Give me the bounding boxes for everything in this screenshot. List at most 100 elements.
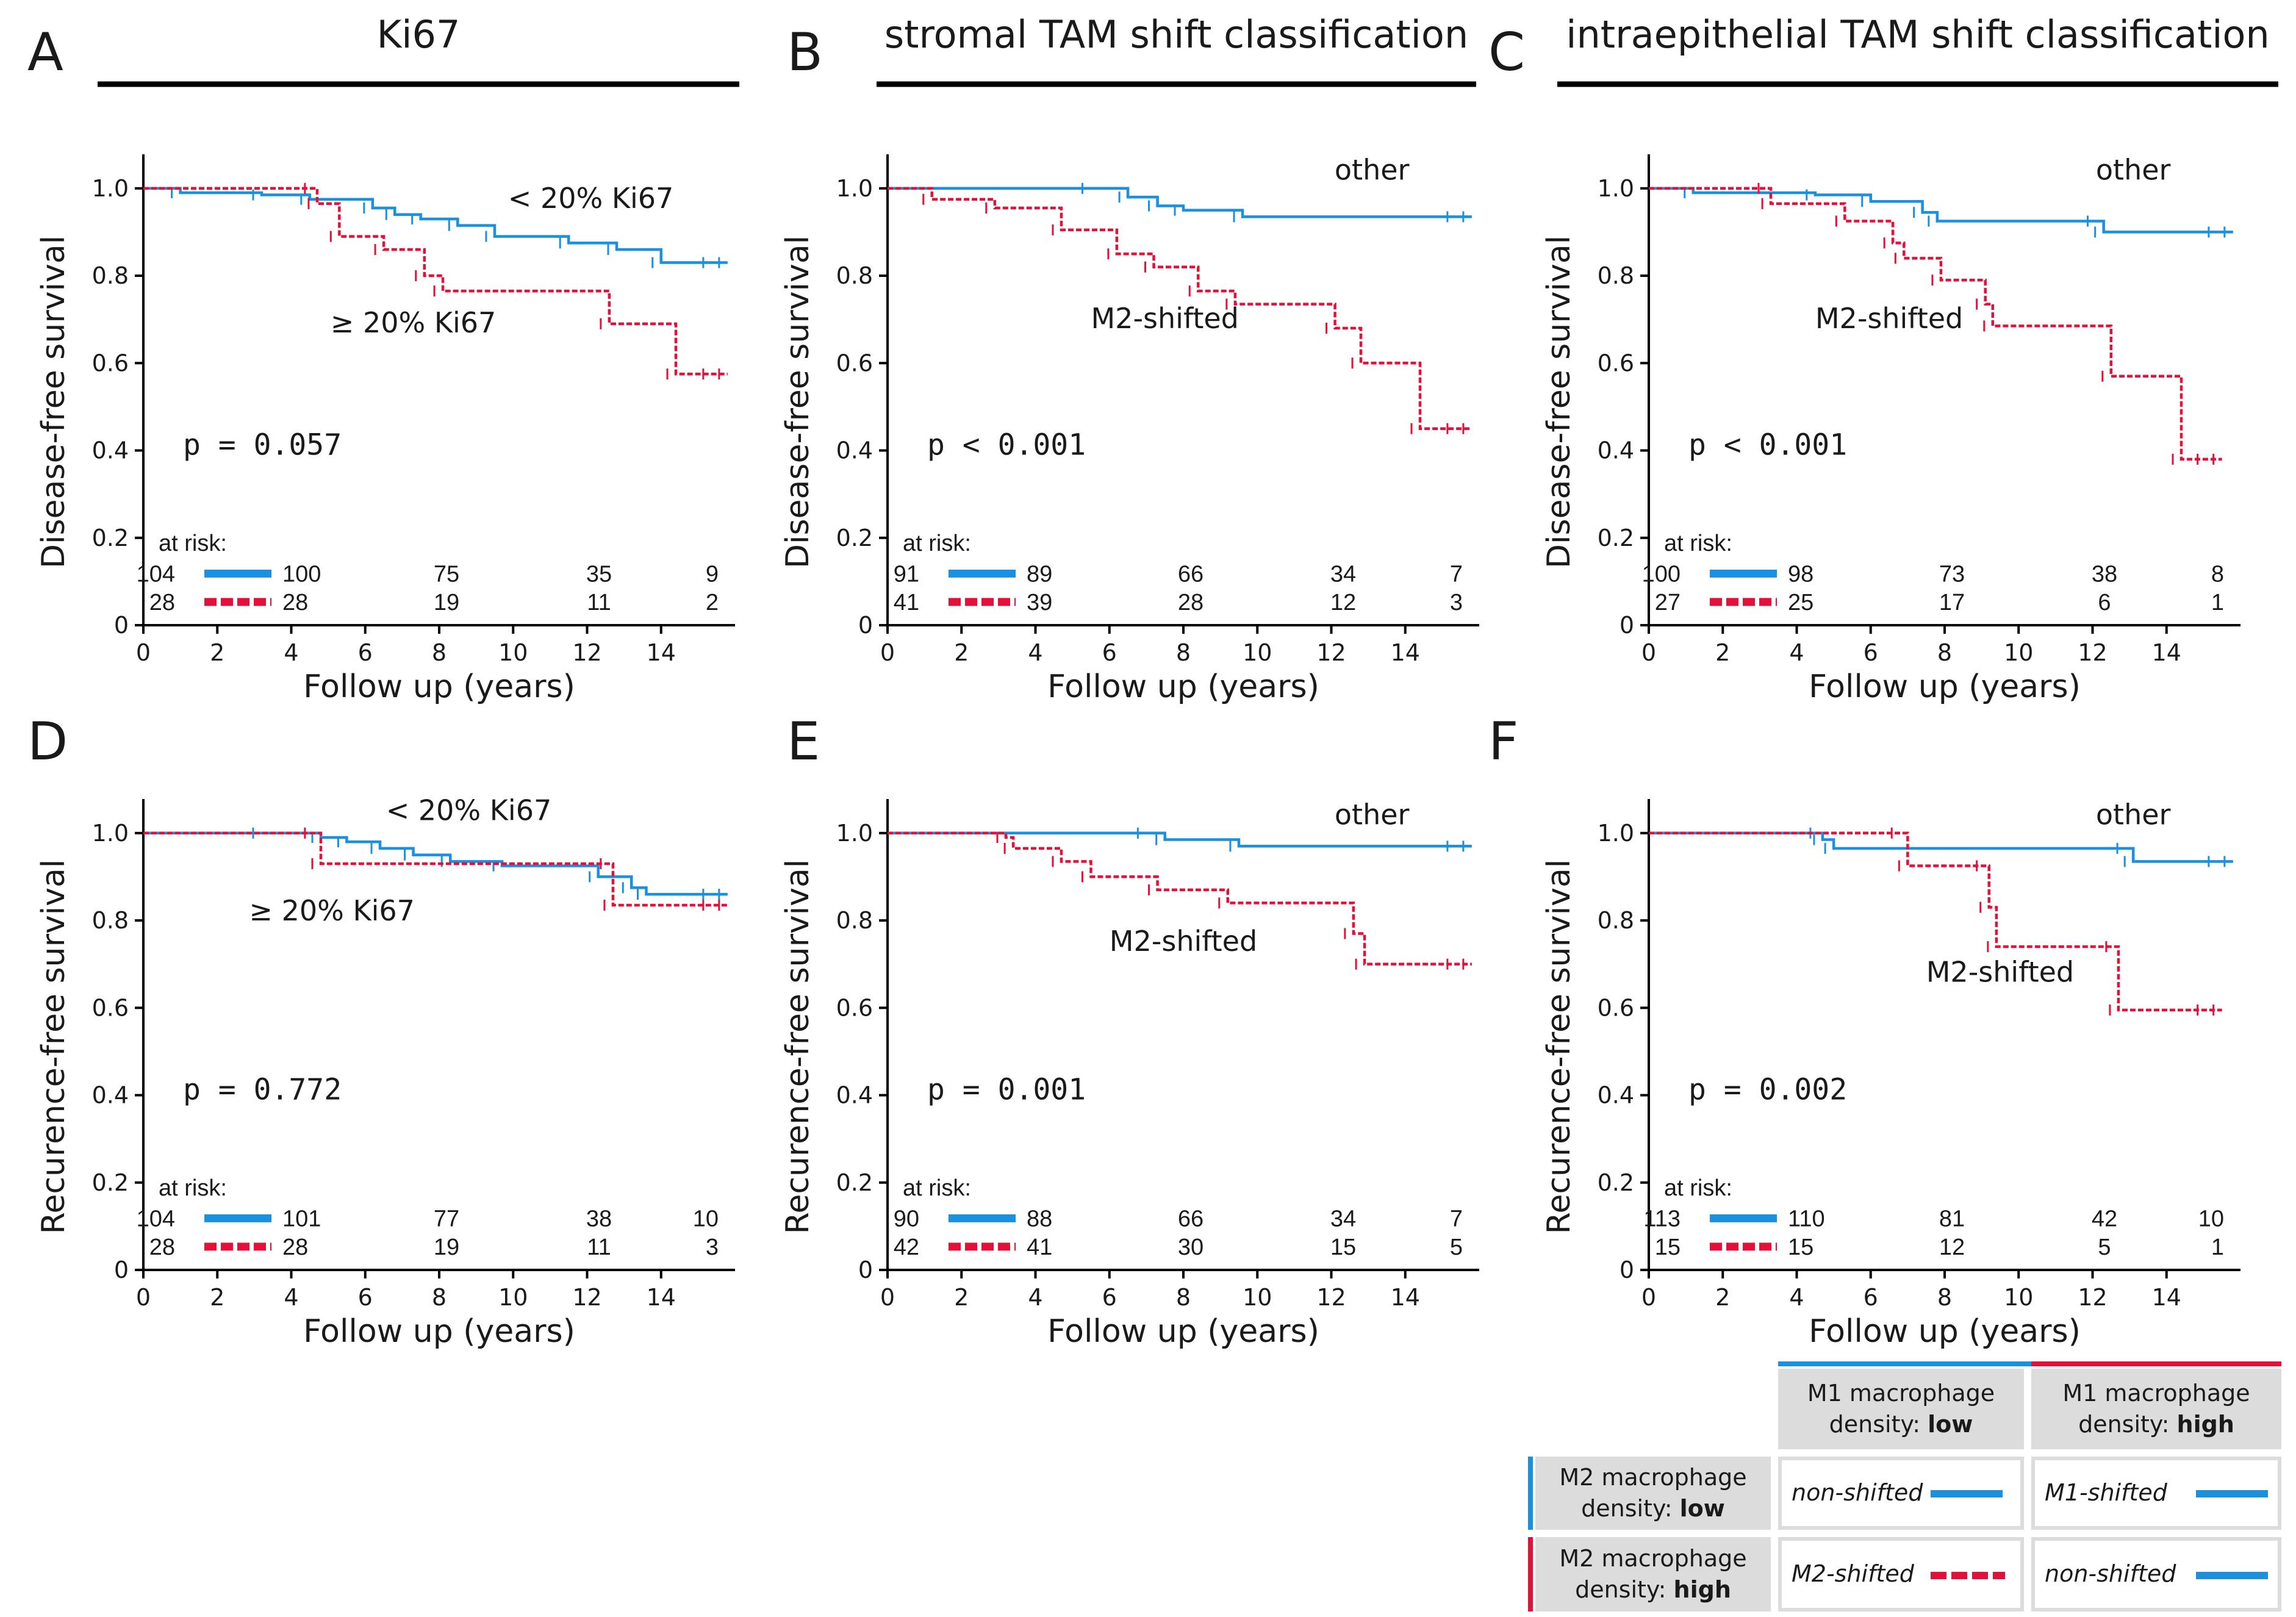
y-tick-label: 0.8 [1598,262,1634,289]
x-tick-label: 0 [136,639,151,666]
curve-annotation: M2-shifted [1110,925,1257,958]
y-tick-label: 0.4 [836,1082,873,1109]
x-tick-label: 10 [1243,1284,1272,1311]
y-tick-label: 0.6 [1598,994,1634,1021]
x-tick-label: 8 [1176,1284,1191,1311]
x-tick-label: 14 [1391,639,1420,666]
curve-annotation: ≥ 20% Ki67 [331,306,497,339]
y-axis-label: Disease-free survival [780,235,816,568]
x-axis-label: Follow up (years) [1809,669,2081,705]
y-tick-label: 1.0 [92,820,129,847]
x-tick-label: 8 [432,639,447,666]
at-risk-count: 101 [282,1206,321,1232]
p-value: p < 0.001 [1688,428,1847,462]
x-tick-label: 12 [1316,639,1346,666]
at-risk-count: 10 [2198,1206,2224,1232]
x-tick-label: 14 [1391,1284,1420,1311]
legend-swatch-blue [2196,1572,2268,1579]
y-tick-label: 0.4 [1598,437,1634,464]
curve-annotation: < 20% Ki67 [386,794,552,826]
at-risk-count: 27 [1655,590,1681,615]
series-line-other [888,831,1472,848]
at-risk-count: 38 [586,1206,612,1232]
x-tick-label: 12 [2078,639,2107,666]
at-risk-count: 104 [137,561,175,587]
curve-annotation: other [2096,798,2171,831]
y-tick-label: 0.2 [1598,1169,1634,1196]
at-risk-count: 15 [1788,1235,1813,1260]
at-risk-count: 30 [1178,1235,1204,1260]
at-risk-count: 34 [1330,561,1356,587]
at-risk-label: at risk: [1664,1175,1732,1201]
panel-a: A Ki67 0 2 4 6 8 10 12 14 0 0.2 0.4 0.6 0.8 1.0 Follow u… [27,12,739,705]
x-tick-label: 4 [1789,639,1804,666]
legend-row-line-red [1528,1537,1533,1612]
curve-annotation: other [1335,798,1410,831]
x-tick-label: 10 [2004,639,2033,666]
x-axis-label: Follow up (years) [1047,1313,1319,1350]
panel-e: E 0 2 4 6 8 10 12 14 0 0.2 0.4 0.6 0.8 1.0 Follow up (y… [780,711,1479,1350]
p-value: p = 0.772 [183,1073,342,1107]
at-risk-count: 91 [894,561,919,587]
at-risk-count: 11 [587,1235,611,1260]
y-axis-label: Disease-free survival [1541,235,1577,568]
x-tick-label: 0 [880,639,895,666]
legend-col-line-blue [1778,1361,2031,1366]
at-risk-count: 7 [1450,561,1463,587]
curve-annotation: other [1335,153,1410,186]
panel-d: D 0 2 4 6 8 10 12 14 0 0.2 0.4 0.6 0.8 1.0 Follow up (y… [27,711,735,1350]
x-tick-label: 6 [1864,1284,1878,1311]
at-risk-count: 3 [1450,590,1463,615]
at-risk-count: 42 [2092,1206,2117,1232]
y-tick-label: 0 [858,1257,873,1283]
at-risk-label: at risk: [159,531,227,556]
at-risk-count: 1 [2211,1235,2224,1260]
panel-letter: B [787,22,823,83]
x-tick-label: 10 [2004,1284,2033,1311]
legend-swatch-blue [2196,1490,2268,1497]
series-line-other [1649,187,2233,234]
at-risk-count: 28 [149,1235,175,1260]
x-tick-label: 8 [432,1284,447,1311]
x-tick-label: 2 [954,639,969,666]
series-line-shifted [1649,187,2222,461]
at-risk-count: 19 [434,1235,459,1260]
x-tick-label: 0 [1641,639,1656,666]
legend-row-line-blue [1528,1457,1533,1530]
at-risk-count: 1 [2211,590,2224,615]
y-tick-label: 0.8 [836,262,873,289]
y-tick-label: 0 [858,612,873,639]
at-risk-count: 113 [1643,1206,1681,1232]
x-tick-label: 8 [1937,1284,1952,1311]
at-risk-count: 15 [1330,1235,1356,1260]
y-tick-label: 1.0 [92,175,129,202]
x-tick-label: 4 [284,639,298,666]
series-line-shifted [1649,831,2222,1012]
at-risk-count: 89 [1027,561,1052,587]
x-tick-label: 12 [572,639,601,666]
y-tick-label: 0.6 [836,350,873,376]
at-risk-count: 75 [434,561,459,587]
at-risk-count: 41 [1027,1235,1052,1260]
at-risk-count: 42 [894,1235,919,1260]
curve-annotation: other [2096,153,2171,186]
panel-letter: F [1488,711,1518,772]
at-risk-count: 15 [1655,1235,1681,1260]
x-tick-label: 4 [284,1284,298,1311]
panel-letter: C [1488,22,1525,83]
at-risk-count: 28 [282,1235,308,1260]
x-tick-label: 2 [1715,639,1730,666]
x-tick-label: 0 [136,1284,151,1311]
legend-col-header-low: M1 macrophage density: low [1778,1369,2024,1449]
legend-swatch-blue [1931,1490,2003,1497]
at-risk-count: 66 [1178,561,1204,587]
y-tick-label: 0.2 [92,525,129,551]
x-tick-label: 2 [954,1284,969,1311]
x-tick-label: 4 [1028,639,1042,666]
at-risk-count: 12 [1330,590,1356,615]
x-tick-label: 6 [358,1284,373,1311]
panel-title: Ki67 [377,12,461,57]
y-tick-label: 0.4 [836,437,873,464]
